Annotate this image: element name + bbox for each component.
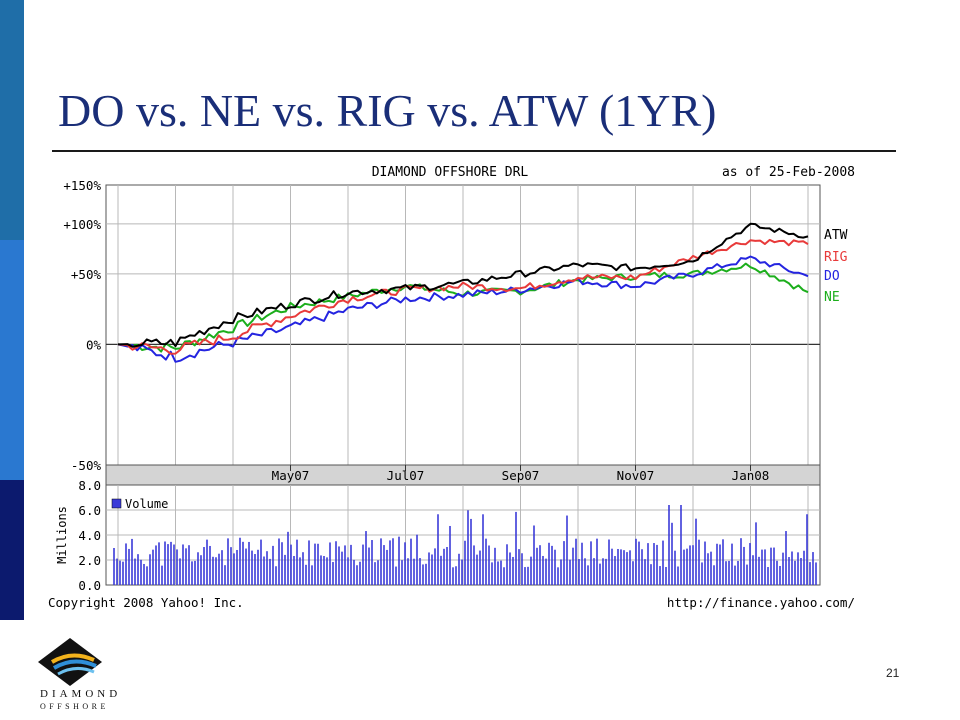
volume-y-axis: 8.0 6.0 4.0 2.0 0.0 <box>78 478 101 593</box>
diamond-logo-icon <box>38 638 102 686</box>
legend-label-atw: ATW <box>824 228 848 243</box>
volume-tick-label: 6.0 <box>78 503 101 518</box>
x-tick-label: May07 <box>272 468 310 483</box>
y-tick-label: +50% <box>71 267 102 282</box>
date-axis-band: May07 Jul07 Sep07 Nov07 Jan08 <box>105 464 821 486</box>
legend: ATW RIG DO NE <box>824 228 848 305</box>
price-y-axis: +150% +100% +50% 0% -50% <box>63 178 101 473</box>
series-line-atw <box>117 222 809 348</box>
volume-panel: 8.0 6.0 4.0 2.0 0.0 Volume Millions <box>55 478 821 593</box>
logo-wordmark-line2: OFFSHORE <box>40 702 109 711</box>
page-number: 21 <box>886 666 900 680</box>
sidebar-decoration <box>0 0 24 620</box>
title-divider <box>52 150 896 152</box>
price-grid <box>106 185 820 465</box>
copyright-text: Copyright 2008 Yahoo! Inc. <box>48 595 244 610</box>
date-axis: May07 Jul07 Sep07 Nov07 Jan08 <box>272 465 770 483</box>
logo-wordmark-line1: DIAMOND <box>40 688 122 700</box>
price-panel: +150% +100% +50% 0% -50% ATW RIG DO NE <box>63 178 847 473</box>
x-tick-label: Jan08 <box>732 468 770 483</box>
y-tick-label: -50% <box>71 458 102 473</box>
y-tick-label: 0% <box>86 337 102 352</box>
legend-label-ne: NE <box>824 290 840 305</box>
series-line-do <box>117 255 809 363</box>
y-tick-label: +100% <box>63 217 101 232</box>
sidebar-band-bottom <box>0 480 24 620</box>
volume-grid <box>106 485 820 585</box>
date-band <box>105 464 821 486</box>
x-tick-label: Sep07 <box>502 468 540 483</box>
volume-bars <box>113 505 817 585</box>
x-tick-label: Jul07 <box>387 468 425 483</box>
sidebar-band-top <box>0 0 24 240</box>
volume-tick-label: 2.0 <box>78 553 101 568</box>
chart-title: DIAMOND OFFSHORE DRL <box>372 165 529 180</box>
stock-comparison-chart: DIAMOND OFFSHORE DRL as of 25-Feb-2008 +… <box>48 165 855 610</box>
source-url: http://finance.yahoo.com/ <box>667 595 855 610</box>
volume-legend-label: Volume <box>125 497 168 511</box>
volume-axis-label: Millions <box>55 506 69 564</box>
y-tick-label: +150% <box>63 178 101 193</box>
legend-label-do: DO <box>824 269 840 284</box>
x-tick-label: Nov07 <box>617 468 655 483</box>
sidebar-band-middle <box>0 240 24 480</box>
chart-date: as of 25-Feb-2008 <box>722 165 855 180</box>
legend-label-rig: RIG <box>824 250 848 265</box>
series-line-rig <box>117 238 809 355</box>
volume-legend-swatch <box>111 498 122 509</box>
slide-title: DO vs. NE vs. RIG vs. ATW (1YR) <box>58 85 717 136</box>
volume-tick-label: 8.0 <box>78 478 101 493</box>
company-logo: DIAMOND OFFSHORE <box>32 636 142 716</box>
volume-tick-label: 4.0 <box>78 528 101 543</box>
price-series <box>117 222 809 363</box>
volume-tick-label: 0.0 <box>78 578 101 593</box>
